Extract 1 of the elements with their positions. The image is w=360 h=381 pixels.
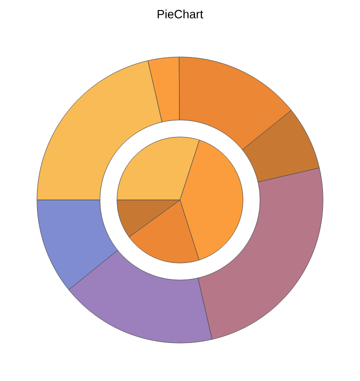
chart-title: PieChart	[158, 10, 204, 18]
